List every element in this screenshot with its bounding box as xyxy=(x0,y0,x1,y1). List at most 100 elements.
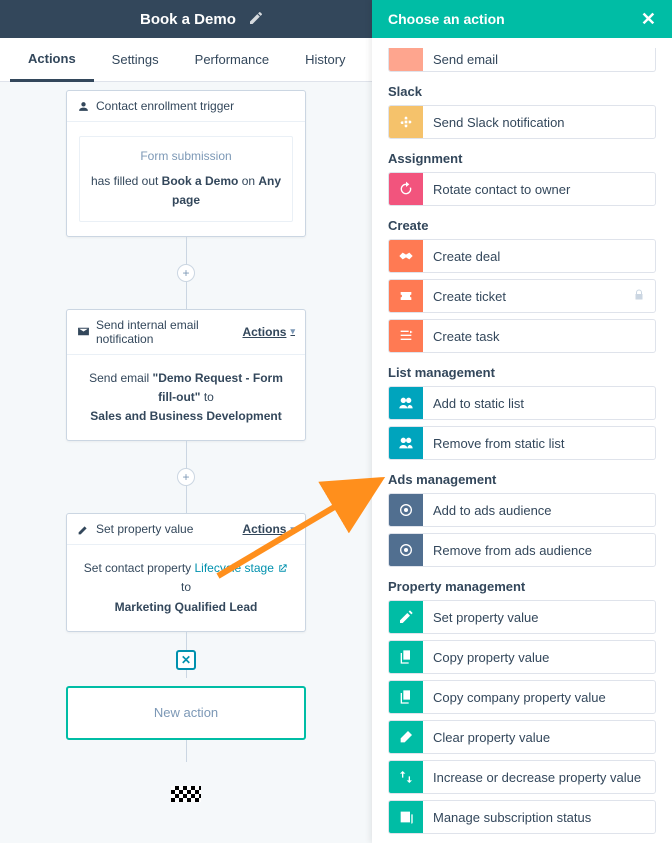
trigger-line: has filled out Book a Demo on Any page xyxy=(90,172,282,210)
connector xyxy=(186,670,187,678)
action-label: Create task xyxy=(423,329,655,344)
connector xyxy=(186,281,187,309)
email-step-body: Send email "Demo Request - Form fill-out… xyxy=(67,355,305,441)
mail-icon xyxy=(389,48,423,72)
panel-header: Choose an action ✕ xyxy=(372,0,672,38)
action-item[interactable]: Set property value xyxy=(388,600,656,634)
action-item[interactable]: Add to ads audience xyxy=(388,493,656,527)
action-label: Create deal xyxy=(423,249,655,264)
trigger-head: Contact enrollment trigger xyxy=(67,91,305,122)
action-panel: Choose an action ✕ Send email SlackSend … xyxy=(372,0,672,843)
group-label: Slack xyxy=(388,84,656,99)
action-item[interactable]: Manage subscription status xyxy=(388,800,656,834)
action-label: Copy company property value xyxy=(423,690,655,705)
action-label: Remove from ads audience xyxy=(423,543,655,558)
connector xyxy=(186,632,187,650)
property-step-head: Set property value Actions▾ xyxy=(67,514,305,545)
email-step-head: Send internal email notification Actions… xyxy=(67,310,305,355)
group-label: Assignment xyxy=(388,151,656,166)
list-remove-icon xyxy=(389,426,423,460)
property-step-actions[interactable]: Actions▾ xyxy=(242,522,295,536)
action-item[interactable]: Create task xyxy=(388,319,656,353)
tab-actions[interactable]: Actions xyxy=(10,38,94,82)
remove-new-action-button[interactable]: ✕ xyxy=(176,650,196,670)
group-label: Property management xyxy=(388,579,656,594)
action-label: Set property value xyxy=(423,610,655,625)
person-icon xyxy=(77,100,90,113)
email-step-actions[interactable]: Actions▾ xyxy=(242,325,295,339)
copy-icon xyxy=(389,640,423,674)
group-label: Create xyxy=(388,218,656,233)
task-icon xyxy=(389,319,423,353)
action-item[interactable]: Create deal xyxy=(388,239,656,273)
action-label: Send Slack notification xyxy=(423,115,655,130)
action-label: Add to static list xyxy=(423,396,655,411)
tab-performance[interactable]: Performance xyxy=(177,38,287,82)
action-label: Create ticket xyxy=(423,289,633,304)
email-step-card[interactable]: Send internal email notification Actions… xyxy=(66,309,306,442)
action-item[interactable]: Rotate contact to owner xyxy=(388,172,656,206)
eraser-icon xyxy=(389,720,423,754)
panel-title: Choose an action xyxy=(388,11,505,27)
connector xyxy=(186,740,187,762)
new-action-slot[interactable]: New action xyxy=(66,686,306,740)
action-item[interactable]: Increase or decrease property value xyxy=(388,760,656,794)
external-icon xyxy=(277,563,288,574)
new-action-label: New action xyxy=(154,705,218,720)
action-item[interactable]: Add to static list xyxy=(388,386,656,420)
trigger-card[interactable]: Contact enrollment trigger Form submissi… xyxy=(66,90,306,237)
connector xyxy=(186,237,187,265)
action-item[interactable]: Send email xyxy=(388,48,656,72)
action-label: Send email xyxy=(423,52,508,67)
action-item[interactable]: Create ticket xyxy=(388,279,656,313)
action-label: Add to ads audience xyxy=(423,503,655,518)
action-label: Clear property value xyxy=(423,730,655,745)
lock-icon xyxy=(633,289,645,304)
action-item[interactable]: Remove from ads audience xyxy=(388,533,656,567)
tab-history[interactable]: History xyxy=(287,38,363,82)
property-step-body: Set contact property Lifecycle stage to … xyxy=(67,545,305,631)
finish-flag-icon xyxy=(171,786,201,802)
action-label: Manage subscription status xyxy=(423,810,655,825)
copy-icon xyxy=(389,680,423,714)
updown-icon xyxy=(389,760,423,794)
rotate-icon xyxy=(389,172,423,206)
group-label: Ads management xyxy=(388,472,656,487)
group-label: List management xyxy=(388,365,656,380)
action-item[interactable]: Clear property value xyxy=(388,720,656,754)
connector xyxy=(186,441,187,469)
action-label: Remove from static list xyxy=(423,436,655,451)
action-item[interactable]: Copy property value xyxy=(388,640,656,674)
email-step-title: Send internal email notification xyxy=(96,318,236,346)
ticket-icon xyxy=(389,279,423,313)
target-icon xyxy=(389,493,423,527)
target-icon xyxy=(389,533,423,567)
lifecycle-link[interactable]: Lifecycle stage xyxy=(195,561,289,575)
trigger-sub: Form submission xyxy=(90,147,282,166)
action-label: Increase or decrease property value xyxy=(423,770,655,785)
page-title: Book a Demo xyxy=(140,11,236,28)
action-label: Copy property value xyxy=(423,650,655,665)
action-item[interactable]: Remove from static list xyxy=(388,426,656,460)
action-item[interactable]: Copy company property value xyxy=(388,680,656,714)
envelope-icon xyxy=(77,325,90,338)
add-step-button[interactable]: + xyxy=(177,264,195,282)
panel-body: Send email Slack Send Slack notification A… xyxy=(372,38,672,843)
list-add-icon xyxy=(389,386,423,420)
workflow-canvas: Contact enrollment trigger Form submissi… xyxy=(0,82,372,843)
property-step-title: Set property value xyxy=(96,522,193,536)
news-icon xyxy=(389,800,423,834)
connector xyxy=(186,485,187,513)
edit-icon xyxy=(77,523,90,536)
edit-icon xyxy=(389,600,423,634)
action-item[interactable]: Send Slack notification xyxy=(388,105,656,139)
close-panel-icon[interactable]: ✕ xyxy=(641,9,656,30)
trigger-title: Contact enrollment trigger xyxy=(96,99,234,113)
property-step-card[interactable]: Set property value Actions▾ Set contact … xyxy=(66,513,306,632)
edit-title-icon[interactable] xyxy=(248,10,264,29)
slack-icon xyxy=(389,105,423,139)
tab-settings[interactable]: Settings xyxy=(94,38,177,82)
handshake-icon xyxy=(389,239,423,273)
add-step-button[interactable]: + xyxy=(177,468,195,486)
trigger-body: Form submission has filled out Book a De… xyxy=(67,122,305,236)
